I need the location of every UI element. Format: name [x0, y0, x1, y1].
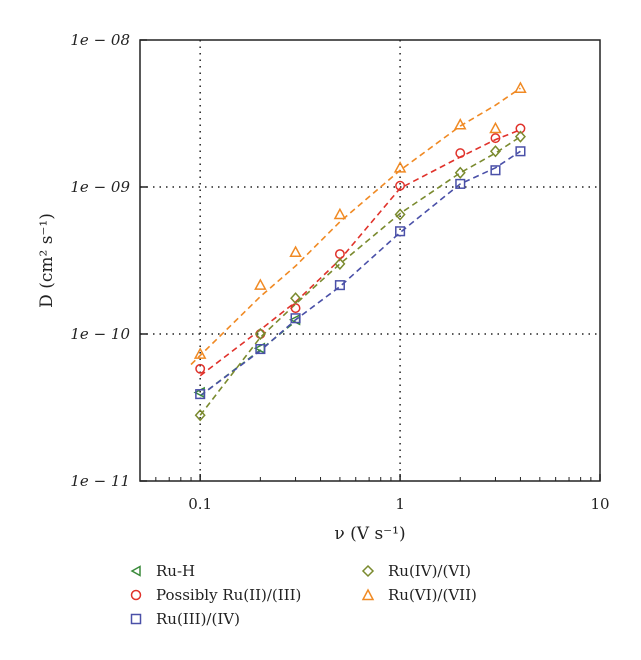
legend-item-ru-vi-vii: Ru(VI)/(VII) [360, 584, 477, 606]
data-point [455, 178, 466, 189]
data-point [334, 280, 345, 291]
x-tick-label: 10 [590, 495, 609, 513]
data-points [193, 81, 527, 422]
legend-label: Ru(VI)/(VII) [388, 586, 477, 604]
data-point [334, 249, 345, 259]
y-tick-label: 1e − 08 [70, 31, 130, 49]
legend-label: Possibly Ru(II)/(III) [156, 586, 302, 604]
legend-item-ru-iv-vi: Ru(IV)/(VI) [360, 560, 471, 582]
grid-lines [140, 40, 600, 481]
data-point [455, 148, 466, 159]
x-axis-title: ν (V s⁻¹) [334, 524, 405, 544]
data-point [194, 409, 206, 422]
data-point [395, 180, 406, 191]
x-tick-label: 0.1 [188, 495, 212, 513]
data-point [255, 343, 266, 355]
legend-label: Ru(III)/(IV) [156, 610, 240, 628]
fit-line [199, 150, 521, 397]
data-point [490, 165, 501, 176]
data-point [289, 245, 302, 257]
data-point [334, 257, 346, 270]
data-point [290, 313, 301, 324]
y-tick-label: 1e − 09 [70, 178, 130, 196]
legend: Ru-H Possibly Ru(II)/(III) Ru(III)/(IV) … [128, 560, 588, 640]
data-point [193, 347, 207, 359]
data-point [195, 363, 206, 374]
data-point [489, 121, 502, 134]
fit-line [199, 136, 521, 416]
legend-item-ru-iii-iv: Ru(III)/(IV) [128, 608, 240, 630]
legend-label: Ru-H [156, 562, 196, 580]
x-tick-label: 1 [395, 495, 405, 513]
diamond-icon [361, 564, 375, 578]
triangle-left-icon [130, 565, 141, 577]
fit-line [190, 87, 521, 366]
data-point [454, 118, 467, 130]
data-point [290, 303, 301, 314]
legend-item-possibly-ru-ii-iii: Possibly Ru(II)/(III) [128, 584, 301, 606]
data-point [515, 146, 526, 157]
fit-line [199, 129, 521, 377]
data-point [254, 278, 267, 290]
data-point [290, 292, 302, 305]
legend-item-ru-h: Ru-H [128, 560, 195, 582]
data-point [490, 133, 501, 144]
chart-canvas: 0.1 1 10 1e − 11 1e − 10 1e − 09 1e − 08 ν (V … [37, 31, 610, 544]
data-point [454, 166, 466, 179]
triangle-up-icon [361, 588, 375, 601]
y-tick-label: 1e − 11 [70, 472, 130, 490]
plot-frame [139, 39, 601, 482]
y-tick-label: 1e − 10 [70, 325, 130, 343]
circle-icon [130, 589, 142, 601]
legend-label: Ru(IV)/(VI) [388, 562, 471, 580]
y-axis-title: D (cm² s⁻¹) [37, 213, 57, 308]
data-point [514, 130, 526, 143]
data-point [195, 389, 206, 400]
data-point [489, 145, 501, 158]
data-point [393, 161, 407, 173]
data-point [254, 327, 266, 341]
data-point [395, 226, 406, 237]
data-point [514, 81, 527, 93]
square-icon [130, 613, 142, 625]
fit-lines [190, 87, 521, 416]
data-point [394, 208, 406, 221]
data-point [333, 207, 347, 220]
axis-ticks: 0.1 1 10 1e − 11 1e − 10 1e − 09 1e − 08 [70, 31, 609, 513]
